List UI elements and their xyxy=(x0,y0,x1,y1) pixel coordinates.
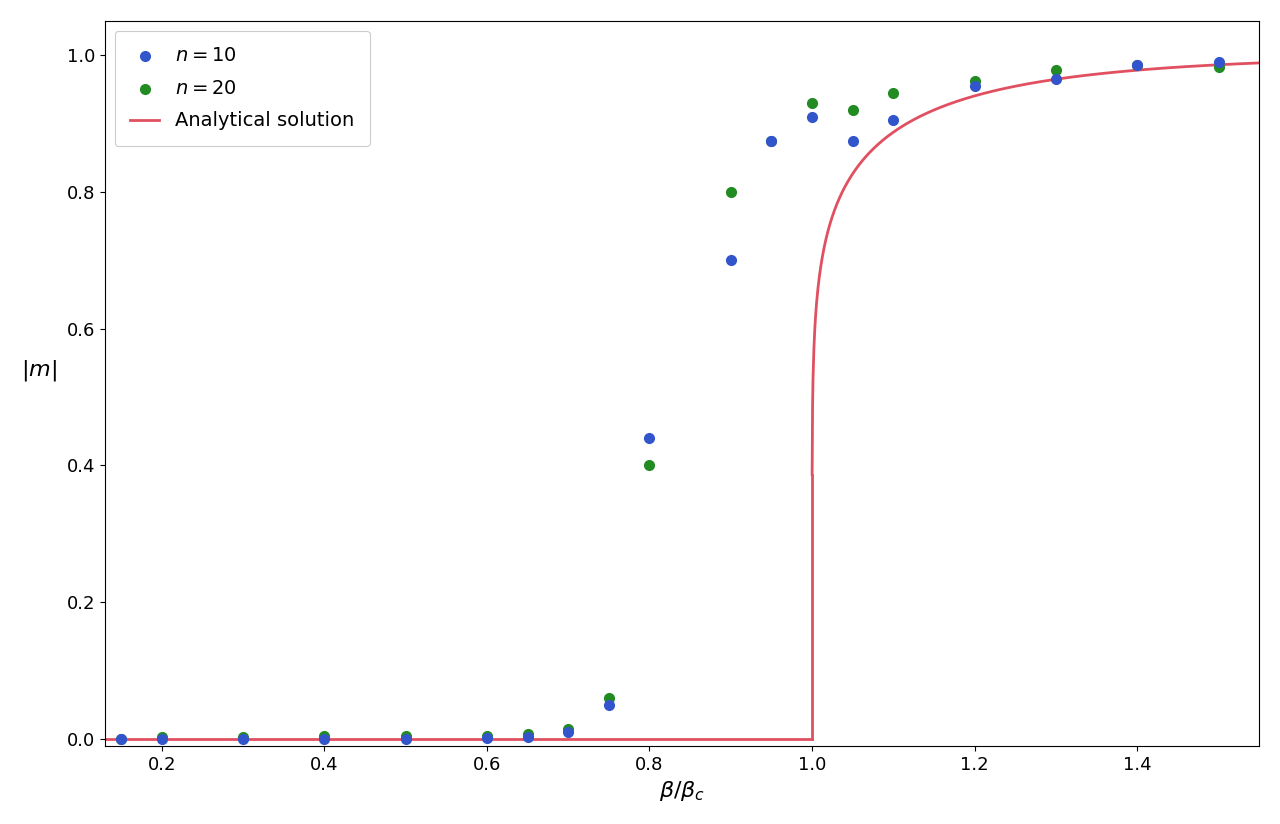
$n = 10$ xyxy=(111,733,132,746)
Y-axis label: $|m|$: $|m|$ xyxy=(20,358,56,383)
$n = 20$ xyxy=(883,86,904,99)
$n = 20$ xyxy=(476,729,497,742)
$n = 20$ xyxy=(721,185,741,199)
$n = 10$ xyxy=(558,726,579,739)
$n = 10$ xyxy=(639,432,659,445)
X-axis label: $\beta/\beta_c$: $\beta/\beta_c$ xyxy=(659,780,705,803)
$n = 20$ xyxy=(517,727,538,740)
$n = 10$ xyxy=(1126,59,1147,72)
$n = 10$ xyxy=(233,733,253,746)
$n = 20$ xyxy=(842,103,863,116)
$n = 10$ xyxy=(476,731,497,744)
$n = 10$ xyxy=(1208,55,1229,68)
$n = 10$ xyxy=(883,114,904,127)
Analytical solution xyxy=(804,470,819,480)
Analytical solution xyxy=(1153,63,1169,73)
Analytical solution xyxy=(986,87,1001,96)
$n = 10$ xyxy=(396,733,416,746)
$n = 20$ xyxy=(801,96,822,110)
$n = 20$ xyxy=(639,459,659,472)
Legend: $n = 10$, $n = 20$, Analytical solution: $n = 10$, $n = 20$, Analytical solution xyxy=(114,30,370,146)
$n = 10$ xyxy=(762,134,782,147)
$n = 10$ xyxy=(801,110,822,123)
$n = 10$ xyxy=(517,730,538,743)
Analytical solution xyxy=(1161,63,1176,73)
$n = 20$ xyxy=(151,730,172,743)
Analytical solution xyxy=(850,162,865,171)
$n = 20$ xyxy=(1046,63,1066,77)
$n = 10$ xyxy=(964,79,984,92)
Analytical solution xyxy=(1111,67,1126,77)
Line: Analytical solution: Analytical solution xyxy=(812,63,1260,475)
$n = 10$ xyxy=(1046,73,1066,86)
$n = 20$ xyxy=(599,691,620,705)
$n = 20$ xyxy=(314,729,334,742)
$n = 20$ xyxy=(964,74,984,87)
$n = 10$ xyxy=(599,698,620,711)
$n = 20$ xyxy=(233,730,253,743)
$n = 10$ xyxy=(842,134,863,147)
$n = 20$ xyxy=(762,134,782,147)
Analytical solution xyxy=(1001,82,1016,92)
$n = 20$ xyxy=(1126,59,1147,72)
$n = 20$ xyxy=(558,722,579,735)
$n = 20$ xyxy=(111,733,132,746)
$n = 20$ xyxy=(1208,60,1229,73)
$n = 10$ xyxy=(721,254,741,267)
$n = 10$ xyxy=(151,733,172,746)
$n = 10$ xyxy=(314,733,334,746)
$n = 20$ xyxy=(396,729,416,742)
Analytical solution xyxy=(1252,58,1267,68)
